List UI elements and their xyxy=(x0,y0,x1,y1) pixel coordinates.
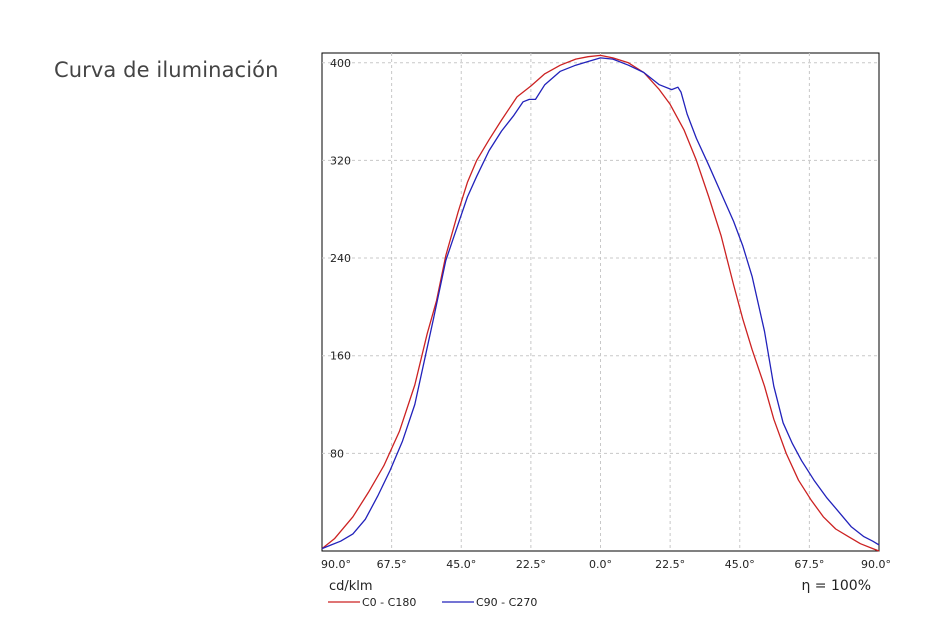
page-title: Curva de iluminación xyxy=(54,58,279,82)
efficiency-label: η = 100% xyxy=(801,578,871,594)
x-tick-label: 67.5° xyxy=(377,558,407,571)
series-lines xyxy=(321,54,880,552)
y-tick-label: 320 xyxy=(330,154,351,167)
y-axis-unit-label: cd/klm xyxy=(329,579,373,594)
legend: C0 - C180 C90 - C270 xyxy=(328,596,537,609)
series-line-c0-c180 xyxy=(321,54,880,552)
legend-label: C90 - C270 xyxy=(476,596,537,609)
y-tick-label: 400 xyxy=(330,57,351,70)
x-tick-label: 67.5° xyxy=(794,558,824,571)
x-tick-label: 45.0° xyxy=(446,558,476,571)
x-tick-label: 22.5° xyxy=(655,558,685,571)
y-tick-label: 240 xyxy=(330,252,351,265)
x-tick-labels: 90.0° 67.5° 45.0° 22.5° 0.0° 22.5° 45.0° 67.5° 9… xyxy=(321,558,891,571)
x-tick-label: 0.0° xyxy=(589,558,612,571)
x-tick-label: 45.0° xyxy=(725,558,755,571)
x-tick-label: 90.0° xyxy=(321,558,351,571)
legend-label: C0 - C180 xyxy=(362,596,416,609)
y-tick-label: 80 xyxy=(330,447,344,460)
series-line-c90-c270 xyxy=(321,57,880,550)
x-tick-label: 22.5° xyxy=(516,558,546,571)
y-tick-label: 160 xyxy=(330,350,351,363)
y-tick-labels: 80 160 240 320 400 xyxy=(330,57,351,461)
x-tick-label: 90.0° xyxy=(861,558,891,571)
